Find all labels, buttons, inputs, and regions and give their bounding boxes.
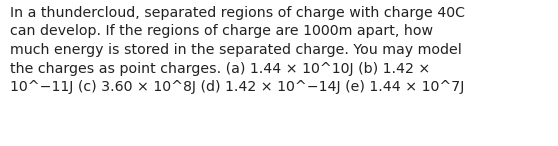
Text: In a thundercloud, separated regions of charge with charge 40C
can develop. If t: In a thundercloud, separated regions of … [10, 6, 465, 94]
